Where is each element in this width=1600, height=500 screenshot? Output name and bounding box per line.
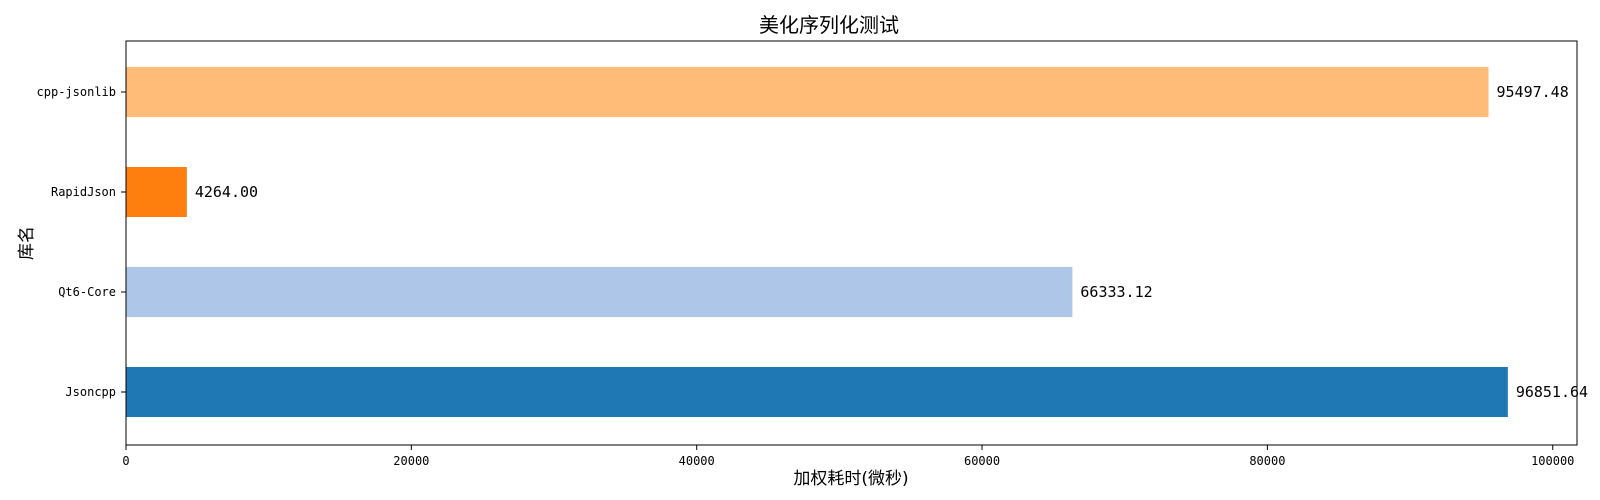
y-axis-label: 库名 [17, 226, 37, 260]
x-tick-label: 100000 [1531, 454, 1574, 468]
x-tick-label: 20000 [393, 454, 429, 468]
bar-qt6-core [126, 267, 1073, 317]
x-tick-label: 80000 [1249, 454, 1285, 468]
bar-rapidjson [126, 167, 187, 217]
plot-frame [125, 40, 1578, 446]
x-axis-label: 加权耗时(微秒) [793, 469, 908, 489]
y-tick-label: cpp-jsonlib [37, 85, 116, 99]
y-tick-label: RapidJson [51, 185, 116, 199]
y-tick-label: Qt6-Core [58, 285, 116, 299]
x-tick-label: 40000 [679, 454, 715, 468]
bar-cpp-jsonlib [126, 67, 1489, 117]
chart-title: 美化序列化测试 [759, 13, 899, 37]
data-labels: 96851.64 66333.12 4264.00 95497.48 [195, 83, 1588, 401]
y-axis-ticks: Jsoncpp Qt6-Core RapidJson cpp-jsonlib [37, 85, 126, 399]
x-axis-ticks: 0 20000 40000 60000 80000 100000 [122, 445, 1574, 468]
data-label-rapidjson: 4264.00 [195, 183, 258, 201]
bar-jsoncpp [126, 367, 1508, 417]
y-tick-label: Jsoncpp [65, 385, 116, 399]
x-tick-label: 60000 [964, 454, 1000, 468]
x-tick-label: 0 [122, 454, 129, 468]
data-label-qt6-core: 66333.12 [1080, 283, 1152, 301]
data-label-cpp-jsonlib: 95497.48 [1497, 83, 1569, 101]
data-label-jsoncpp: 96851.64 [1516, 383, 1588, 401]
bars-group [126, 67, 1508, 417]
